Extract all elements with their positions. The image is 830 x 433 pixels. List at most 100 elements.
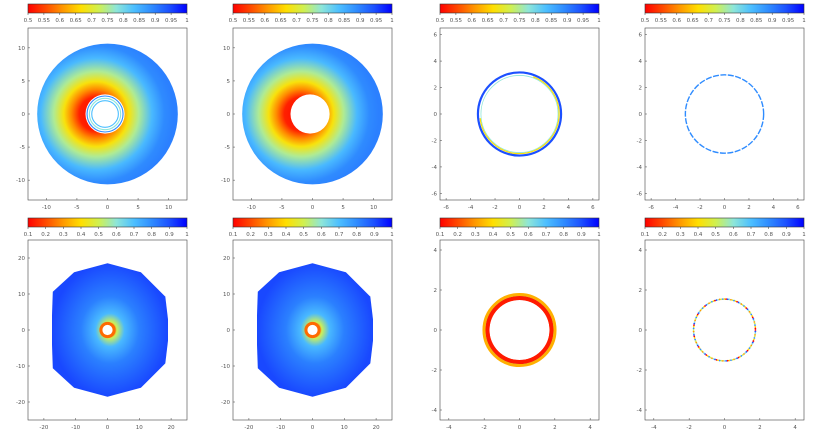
x-tick-label: 0 (723, 425, 727, 431)
y-tick-label: 20 (223, 256, 230, 262)
colorbar-tick-label: 0.5 (299, 232, 308, 238)
colorbar-tick-label: 1 (185, 232, 189, 238)
colorbar-tick-label: 0.85 (750, 18, 763, 24)
plot-speckled-ring (692, 298, 757, 362)
ring-speck (715, 358, 718, 361)
ring-speck (737, 301, 740, 304)
colorbar-tick-label: 0.4 (694, 232, 703, 238)
y-tick-label: -10 (221, 364, 230, 370)
y-tick-label: 5 (22, 79, 26, 85)
colorbar-tick-label: 0.5 (436, 18, 445, 24)
colorbar-gradient (27, 3, 188, 14)
colorbar: 0.1 0.2 0.3 0.4 0.5 0.6 0.7 0.8 0.9 1 (229, 217, 394, 238)
ring-speck (754, 327, 757, 330)
colorbar-tick-label: 0.9 (165, 232, 174, 238)
colorbar-gradient (439, 217, 600, 228)
ring-speck (753, 338, 755, 341)
ring-speck (711, 357, 713, 360)
colorbar-tick-label: 0.5 (94, 232, 103, 238)
colorbar-tick-label: 0.4 (489, 232, 498, 238)
colorbar-gradient (232, 217, 393, 228)
y-tick-label: 0 (639, 112, 643, 118)
ring-speck (739, 355, 741, 358)
ring-inner-band (479, 73, 560, 155)
y-tick-label: 0 (22, 328, 26, 334)
y-tick-label: -20 (221, 400, 230, 406)
colorbar-tick-label: 0.2 (41, 232, 50, 238)
colorbar: 0.1 0.2 0.3 0.4 0.5 0.6 0.7 0.8 0.9 1 (24, 217, 189, 238)
ring-speck (733, 299, 735, 302)
ring-speck (709, 301, 712, 304)
ring-speck (751, 341, 754, 344)
ring-speck (737, 356, 740, 359)
x-tick-label: -4 (468, 205, 474, 211)
ring-outer-band (476, 71, 563, 157)
colorbar-tick-label: 0.2 (246, 232, 255, 238)
ring-speck (744, 352, 747, 354)
colorbar-tick-label: 0.5 (711, 232, 720, 238)
ring-speck (692, 325, 695, 328)
ring-speck (709, 356, 712, 359)
ring-speck (734, 357, 737, 360)
colorbar-tick-label: 0.5 (24, 18, 33, 24)
ring-speck (753, 321, 756, 323)
plot-thin-ring (476, 71, 563, 157)
x-tick-label: 0 (518, 425, 522, 431)
ring-speck (747, 309, 750, 312)
axes-frame (439, 27, 600, 201)
colorbar-tick-label: 0.55 (655, 18, 668, 24)
ring-speck (693, 324, 695, 327)
ring-speck (704, 353, 706, 355)
x-tick-label: 2 (542, 205, 546, 211)
ring-speck (731, 358, 734, 361)
y-tick-label: -4 (637, 408, 643, 414)
x-tick-label: -2 (481, 425, 486, 431)
ring-speck (734, 300, 737, 303)
ring-speck (754, 333, 756, 336)
ring-speck (701, 350, 704, 353)
colorbar-tick-label: 0.95 (577, 18, 590, 24)
x-tick-label: -2 (697, 205, 702, 211)
axes-frame (644, 239, 805, 421)
colorbar-tick-label: 0.8 (531, 18, 540, 24)
ring-speck (705, 304, 708, 306)
x-tick-label: 10 (165, 205, 172, 211)
plot-annulus (37, 43, 178, 185)
ring-speck (702, 306, 705, 308)
colorbar-gradient (439, 3, 600, 14)
colorbar-tick-label: 0.3 (59, 232, 68, 238)
colorbar-tick-label: 0.85 (338, 18, 351, 24)
ring-speck (715, 299, 718, 302)
colorbar-tick-label: 0.8 (119, 18, 128, 24)
y-tick-label: 2 (639, 86, 643, 92)
y-tick-label: -2 (637, 368, 642, 374)
x-tick-label: -20 (39, 425, 48, 431)
inner-hole (307, 324, 318, 336)
colorbar-tick-label: 0.8 (764, 232, 773, 238)
colorbar-tick-label: 1 (390, 18, 394, 24)
colorbar-tick-label: 0.85 (545, 18, 558, 24)
colorbar-tick-label: 0.6 (729, 232, 738, 238)
colorbar-tick-label: 0.55 (450, 18, 463, 24)
x-tick-label: -5 (74, 205, 80, 211)
ring-speck (721, 359, 724, 362)
inner-ring (86, 95, 124, 133)
plot-annulus (242, 43, 383, 185)
colorbar-tick-label: 1 (185, 18, 189, 24)
panel-bottom-4: 0.1 0.2 0.3 0.4 0.5 0.6 0.7 0.8 0.9 1 -4 -2 0 2 4 4 2 0 -2… (637, 217, 806, 431)
colorbar-gradient (232, 3, 393, 14)
colorbar-tick-label: 0.8 (352, 232, 361, 238)
ring-speck (714, 299, 716, 302)
colorbar: 0.1 0.2 0.3 0.4 0.5 0.6 0.7 0.8 0.9 1 (436, 217, 601, 238)
ring-red-edge (485, 295, 554, 365)
y-tick-label: -10 (16, 178, 25, 184)
ring-speck (744, 306, 747, 308)
ring-speck (749, 345, 752, 348)
ring-speck (746, 349, 749, 352)
x-tick-label: 4 (588, 425, 592, 431)
inner-hole (290, 94, 330, 134)
ring-speck (740, 355, 743, 357)
ring-speck (718, 359, 721, 362)
y-tick-label: 0 (227, 328, 231, 334)
